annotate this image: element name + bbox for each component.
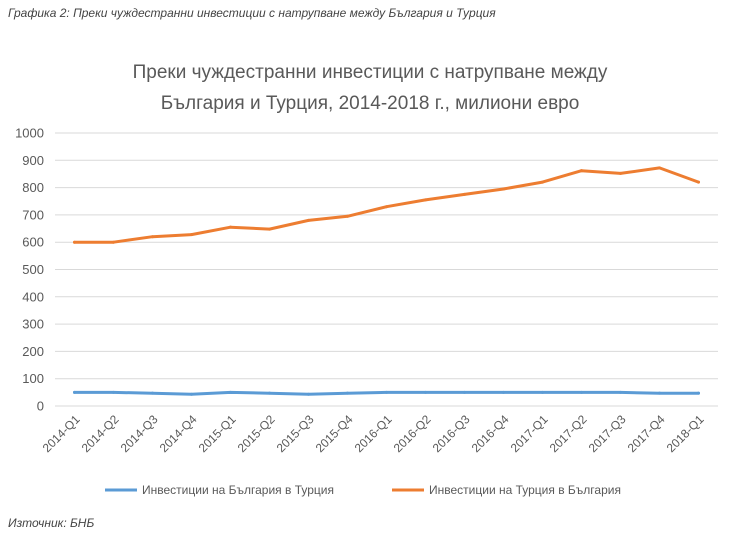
data-point	[385, 390, 388, 394]
x-tick-label: 2016-Q2	[391, 412, 434, 455]
data-point	[697, 180, 700, 184]
source-note: Източник: БНБ	[8, 516, 95, 530]
y-tick-label: 500	[22, 262, 44, 277]
data-point	[619, 171, 622, 175]
gridlines	[55, 132, 718, 407]
data-point	[424, 198, 427, 202]
x-tick-label: 2018-Q1	[664, 412, 707, 455]
legend-label-bulgaria-in-turkey: Инвестиции на България в Турция	[142, 483, 334, 497]
data-point	[541, 180, 544, 184]
data-point	[658, 166, 661, 170]
data-point	[385, 205, 388, 209]
data-point	[424, 390, 427, 394]
x-tick-label: 2016-Q3	[430, 412, 473, 455]
y-tick-label: 700	[22, 207, 44, 222]
x-tick-label: 2017-Q2	[547, 412, 590, 455]
y-tick-label: 100	[22, 371, 44, 386]
data-point	[268, 227, 271, 231]
data-point	[229, 390, 232, 394]
data-point	[619, 390, 622, 394]
x-tick-label: 2014-Q1	[40, 412, 83, 455]
data-point	[190, 392, 193, 396]
series-line-turkey-in-bulgaria	[73, 166, 700, 244]
x-tick-label: 2015-Q2	[235, 412, 278, 455]
data-point	[73, 240, 76, 244]
chart-title-line-2: България и Турция, 2014-2018 г., милиони…	[161, 93, 580, 114]
x-tick-label: 2016-Q4	[469, 412, 512, 455]
data-point	[112, 240, 115, 244]
data-point	[697, 391, 700, 395]
data-point	[346, 391, 349, 395]
y-axis-ticks: 0 100 200 300 400 500 600 700 800 900 1000	[15, 126, 44, 414]
data-point	[73, 390, 76, 394]
data-point	[580, 390, 583, 394]
data-point	[190, 233, 193, 237]
x-tick-label: 2017-Q4	[625, 412, 668, 455]
chart-title-line-1: Преки чуждестранни инвестиции с натрупва…	[133, 62, 608, 83]
data-point	[658, 391, 661, 395]
x-axis-ticks: 2014-Q12014-Q22014-Q32014-Q42015-Q12015-…	[40, 412, 707, 455]
x-tick-label: 2015-Q3	[274, 412, 317, 455]
data-point	[580, 169, 583, 173]
x-tick-label: 2016-Q1	[352, 412, 395, 455]
y-tick-label: 200	[22, 344, 44, 359]
data-point	[463, 390, 466, 394]
data-point	[541, 390, 544, 394]
y-tick-label: 400	[22, 289, 44, 304]
data-point	[229, 225, 232, 229]
legend: Инвестиции на България в Турция Инвестиц…	[105, 483, 621, 497]
data-point	[502, 390, 505, 394]
x-tick-label: 2014-Q2	[79, 412, 122, 455]
data-point	[268, 391, 271, 395]
data-point	[307, 392, 310, 396]
x-tick-label: 2015-Q1	[196, 412, 239, 455]
x-tick-label: 2014-Q3	[118, 412, 161, 455]
data-point	[502, 187, 505, 191]
data-point	[307, 218, 310, 222]
figure-caption: Графика 2: Преки чуждестранни инвестиции…	[8, 6, 496, 20]
y-tick-label: 0	[37, 399, 44, 414]
x-tick-label: 2017-Q3	[586, 412, 629, 455]
data-point	[463, 192, 466, 196]
data-point	[346, 214, 349, 218]
y-tick-label: 900	[22, 153, 44, 168]
x-tick-label: 2015-Q4	[313, 412, 356, 455]
x-tick-label: 2014-Q4	[157, 412, 200, 455]
y-tick-label: 300	[22, 317, 44, 332]
y-tick-label: 600	[22, 235, 44, 250]
data-point	[151, 391, 154, 395]
series-lines	[73, 166, 700, 396]
legend-label-turkey-in-bulgaria: Инвестиции на Турция в България	[429, 483, 621, 497]
y-tick-label: 800	[22, 180, 44, 195]
data-point	[151, 235, 154, 239]
x-tick-label: 2017-Q1	[508, 412, 551, 455]
data-point	[112, 390, 115, 394]
y-tick-label: 1000	[15, 126, 44, 141]
